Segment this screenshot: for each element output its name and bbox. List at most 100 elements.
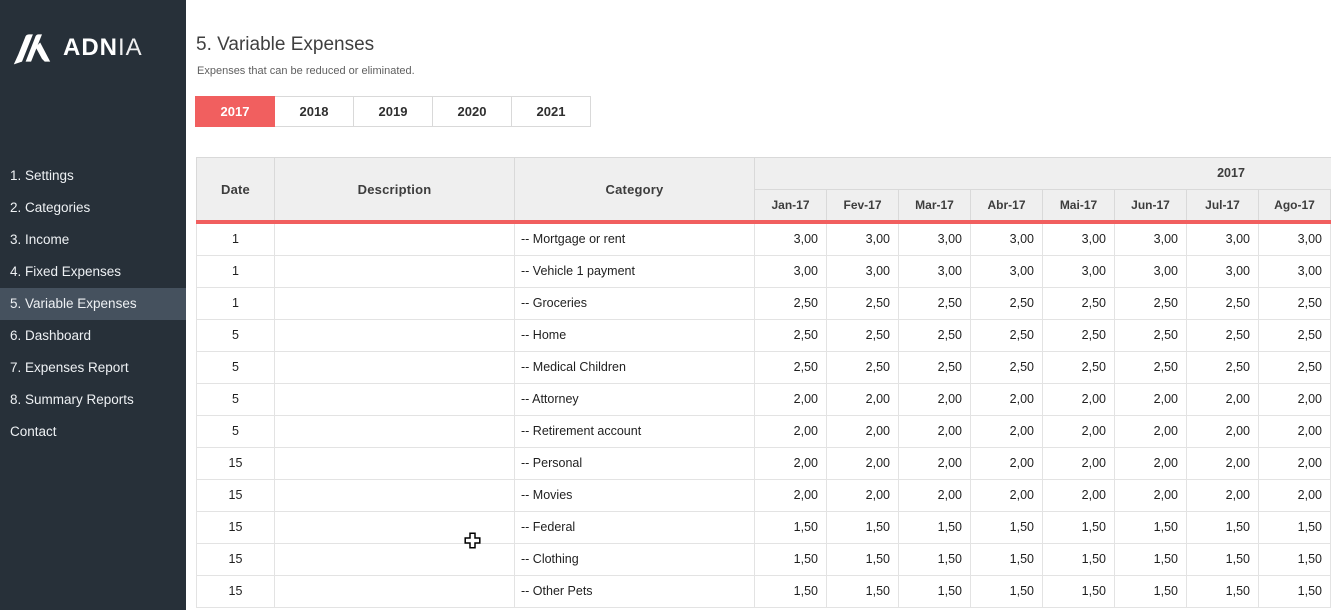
cell-value-jun-17[interactable]: 1,50: [1115, 576, 1187, 607]
cell-value-jan-17[interactable]: 1,50: [755, 512, 827, 543]
cell-value-ago-17[interactable]: 2,50: [1259, 288, 1331, 319]
cell-value-abr-17[interactable]: 3,00: [971, 256, 1043, 287]
cell-date[interactable]: 15: [197, 512, 275, 543]
cell-value-mar-17[interactable]: 2,50: [899, 320, 971, 351]
cell-value-mar-17[interactable]: 3,00: [899, 224, 971, 255]
cell-value-jan-17[interactable]: 2,00: [755, 480, 827, 511]
cell-value-jun-17[interactable]: 1,50: [1115, 512, 1187, 543]
cell-value-ago-17[interactable]: 2,00: [1259, 480, 1331, 511]
cell-category[interactable]: -- Attorney: [515, 384, 755, 415]
cell-category[interactable]: -- Other Pets: [515, 576, 755, 607]
cell-value-jan-17[interactable]: 1,50: [755, 544, 827, 575]
cell-value-ago-17[interactable]: 1,50: [1259, 544, 1331, 575]
cell-value-jan-17[interactable]: 2,00: [755, 448, 827, 479]
cell-value-jun-17[interactable]: 2,00: [1115, 384, 1187, 415]
cell-category[interactable]: -- Clothing: [515, 544, 755, 575]
sidebar-item-6-dashboard[interactable]: 6. Dashboard: [10, 328, 92, 343]
cell-value-mai-17[interactable]: 2,00: [1043, 384, 1115, 415]
tab-2017[interactable]: 2017: [195, 96, 275, 127]
cell-value-jun-17[interactable]: 2,50: [1115, 352, 1187, 383]
cell-date[interactable]: 15: [197, 544, 275, 575]
cell-category[interactable]: -- Retirement account: [515, 416, 755, 447]
cell-value-abr-17[interactable]: 2,00: [971, 416, 1043, 447]
cell-value-mai-17[interactable]: 1,50: [1043, 512, 1115, 543]
cell-value-abr-17[interactable]: 2,50: [971, 288, 1043, 319]
sidebar-item-4-fixed-expenses[interactable]: 4. Fixed Expenses: [10, 264, 122, 279]
cell-value-jun-17[interactable]: 2,00: [1115, 480, 1187, 511]
cell-value-jan-17[interactable]: 2,00: [755, 384, 827, 415]
cell-value-jun-17[interactable]: 2,00: [1115, 416, 1187, 447]
cell-description[interactable]: [275, 448, 515, 479]
cell-value-jan-17[interactable]: 3,00: [755, 224, 827, 255]
cell-value-abr-17[interactable]: 1,50: [971, 512, 1043, 543]
cell-date[interactable]: 1: [197, 288, 275, 319]
cell-category[interactable]: -- Mortgage or rent: [515, 224, 755, 255]
cell-value-abr-17[interactable]: 3,00: [971, 224, 1043, 255]
cell-value-mar-17[interactable]: 2,00: [899, 448, 971, 479]
cell-value-mai-17[interactable]: 2,00: [1043, 480, 1115, 511]
cell-value-fev-17[interactable]: 2,00: [827, 384, 899, 415]
sidebar-item-5-variable-expenses[interactable]: 5. Variable Expenses: [0, 288, 186, 320]
cell-value-jan-17[interactable]: 2,50: [755, 288, 827, 319]
cell-value-jul-17[interactable]: 3,00: [1187, 224, 1259, 255]
cell-value-ago-17[interactable]: 3,00: [1259, 256, 1331, 287]
cell-category[interactable]: -- Movies: [515, 480, 755, 511]
cell-value-mai-17[interactable]: 2,00: [1043, 416, 1115, 447]
cell-value-jul-17[interactable]: 2,50: [1187, 352, 1259, 383]
cell-value-fev-17[interactable]: 3,00: [827, 224, 899, 255]
cell-value-jun-17[interactable]: 2,00: [1115, 448, 1187, 479]
cell-value-ago-17[interactable]: 1,50: [1259, 512, 1331, 543]
cell-value-jul-17[interactable]: 2,50: [1187, 288, 1259, 319]
cell-description[interactable]: [275, 384, 515, 415]
cell-description[interactable]: [275, 320, 515, 351]
cell-value-mai-17[interactable]: 1,50: [1043, 544, 1115, 575]
cell-value-mar-17[interactable]: 2,00: [899, 384, 971, 415]
cell-value-ago-17[interactable]: 3,00: [1259, 224, 1331, 255]
cell-value-abr-17[interactable]: 1,50: [971, 544, 1043, 575]
cell-value-fev-17[interactable]: 3,00: [827, 256, 899, 287]
cell-value-mar-17[interactable]: 3,00: [899, 256, 971, 287]
cell-value-jul-17[interactable]: 3,00: [1187, 256, 1259, 287]
cell-category[interactable]: -- Federal: [515, 512, 755, 543]
cell-value-abr-17[interactable]: 2,00: [971, 480, 1043, 511]
cell-value-fev-17[interactable]: 1,50: [827, 512, 899, 543]
tab-2018[interactable]: 2018: [274, 96, 354, 127]
cell-description[interactable]: [275, 480, 515, 511]
cell-category[interactable]: -- Medical Children: [515, 352, 755, 383]
cell-value-fev-17[interactable]: 1,50: [827, 576, 899, 607]
cell-description[interactable]: [275, 256, 515, 287]
cell-description[interactable]: [275, 512, 515, 543]
cell-value-jul-17[interactable]: 1,50: [1187, 576, 1259, 607]
sidebar-item-1-settings[interactable]: 1. Settings: [10, 168, 74, 183]
cell-value-jul-17[interactable]: 1,50: [1187, 512, 1259, 543]
cell-value-jul-17[interactable]: 2,50: [1187, 320, 1259, 351]
cell-date[interactable]: 5: [197, 320, 275, 351]
tab-2020[interactable]: 2020: [432, 96, 512, 127]
cell-value-jun-17[interactable]: 2,50: [1115, 288, 1187, 319]
cell-value-jul-17[interactable]: 2,00: [1187, 448, 1259, 479]
cell-value-mar-17[interactable]: 2,50: [899, 352, 971, 383]
cell-value-abr-17[interactable]: 2,00: [971, 448, 1043, 479]
tab-2021[interactable]: 2021: [511, 96, 591, 127]
sidebar-item-3-income[interactable]: 3. Income: [10, 232, 70, 247]
cell-value-ago-17[interactable]: 2,50: [1259, 352, 1331, 383]
cell-description[interactable]: [275, 416, 515, 447]
cell-value-jan-17[interactable]: 2,50: [755, 352, 827, 383]
cell-value-jul-17[interactable]: 1,50: [1187, 544, 1259, 575]
cell-value-mai-17[interactable]: 2,50: [1043, 320, 1115, 351]
cell-value-mai-17[interactable]: 2,50: [1043, 288, 1115, 319]
cell-date[interactable]: 15: [197, 576, 275, 607]
cell-value-mar-17[interactable]: 2,00: [899, 480, 971, 511]
cell-value-jun-17[interactable]: 1,50: [1115, 544, 1187, 575]
cell-value-abr-17[interactable]: 2,50: [971, 320, 1043, 351]
cell-value-jul-17[interactable]: 2,00: [1187, 384, 1259, 415]
cell-value-fev-17[interactable]: 2,00: [827, 416, 899, 447]
cell-date[interactable]: 15: [197, 448, 275, 479]
cell-category[interactable]: -- Groceries: [515, 288, 755, 319]
cell-value-fev-17[interactable]: 2,50: [827, 352, 899, 383]
cell-value-ago-17[interactable]: 2,50: [1259, 320, 1331, 351]
cell-value-mar-17[interactable]: 1,50: [899, 576, 971, 607]
cell-value-jun-17[interactable]: 3,00: [1115, 256, 1187, 287]
cell-description[interactable]: [275, 288, 515, 319]
cell-value-mar-17[interactable]: 2,00: [899, 416, 971, 447]
